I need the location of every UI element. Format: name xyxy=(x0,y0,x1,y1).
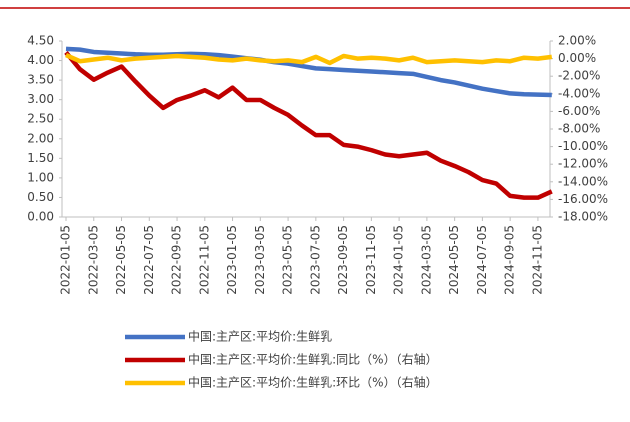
y2-tick-label: -16.00% xyxy=(558,192,608,206)
x-tick-label: 2024-07-05 xyxy=(475,225,489,295)
x-tick-label: 2024-03-05 xyxy=(419,225,433,295)
y-tick-label: 4.50 xyxy=(27,34,54,48)
x-tick-label: 2022-03-05 xyxy=(86,225,100,295)
legend-label: 中国:主产区:平均价:生鲜乳:同比（%）（右轴） xyxy=(188,352,438,367)
x-tick-label: 2022-09-05 xyxy=(170,225,184,295)
y2-tick-label: -2.00% xyxy=(558,69,600,83)
x-tick-label: 2022-05-05 xyxy=(114,225,128,295)
x-tick-label: 2022-01-05 xyxy=(59,225,73,295)
y2-tick-label: 0.00% xyxy=(558,51,596,65)
y-tick-label: 2.00 xyxy=(27,131,54,145)
y2-tick-label: -14.00% xyxy=(558,174,608,188)
y2-tick-label: -8.00% xyxy=(558,122,600,136)
y2-tick-label: -18.00% xyxy=(558,210,608,224)
y2-tick-label: -12.00% xyxy=(558,157,608,171)
x-tick-label: 2023-01-05 xyxy=(225,225,239,295)
x-tick-label: 2024-05-05 xyxy=(447,225,461,295)
y-tick-label: 1.00 xyxy=(27,170,54,184)
y2-tick-label: -4.00% xyxy=(558,86,600,100)
y2-tick-label: -6.00% xyxy=(558,104,600,118)
x-tick-label: 2023-05-05 xyxy=(281,225,295,295)
legend-label: 中国:主产区:平均价:生鲜乳 xyxy=(188,329,332,344)
y-tick-label: 2.50 xyxy=(27,112,54,126)
legend-label: 中国:主产区:平均价:生鲜乳:环比（%）（右轴） xyxy=(188,375,438,390)
x-tick-label: 2023-11-05 xyxy=(364,225,378,295)
y-tick-label: 4.00 xyxy=(27,53,54,67)
x-tick-label: 2023-03-05 xyxy=(253,225,267,295)
x-tick-label: 2022-07-05 xyxy=(142,225,156,295)
y-tick-label: 0.50 xyxy=(27,190,54,204)
series-line xyxy=(65,46,552,98)
x-tick-label: 2024-11-05 xyxy=(530,225,544,295)
x-tick-label: 2023-07-05 xyxy=(308,225,322,295)
x-tick-label: 2022-11-05 xyxy=(197,225,211,295)
x-tick-label: 2024-09-05 xyxy=(503,225,517,295)
x-tick-label: 2024-01-05 xyxy=(392,225,406,295)
y-tick-label: 3.00 xyxy=(27,92,54,106)
y-tick-label: 3.50 xyxy=(27,73,54,87)
y-tick-label: 1.50 xyxy=(27,151,54,165)
y2-tick-label: 2.00% xyxy=(558,34,596,48)
series-line xyxy=(65,53,553,66)
x-tick-label: 2023-09-05 xyxy=(336,225,350,295)
series-line xyxy=(64,51,553,200)
y2-tick-label: -10.00% xyxy=(558,139,608,153)
y-tick-label: 0.00 xyxy=(27,210,54,224)
